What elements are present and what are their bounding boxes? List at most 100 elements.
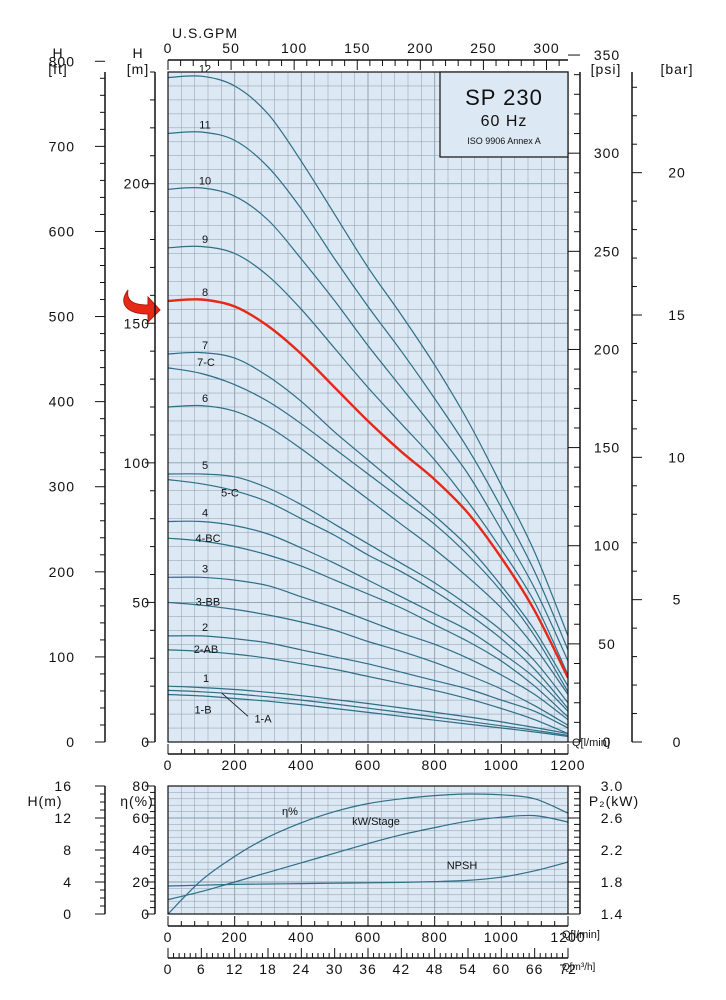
- psi-tick-label: 300: [594, 145, 620, 161]
- q-bottom-tick-label: 200: [221, 929, 247, 945]
- curve-5-C: [168, 479, 568, 709]
- gpm-tick-label: 300: [533, 40, 559, 56]
- psi-tick-label: 100: [594, 538, 620, 554]
- gpm-tick-label: 0: [164, 40, 173, 56]
- m3h-tick-label: 6: [197, 961, 206, 977]
- curve-8: [168, 298, 568, 679]
- curve-label-11: 11: [199, 119, 210, 131]
- m3h-tick-label: 18: [259, 961, 277, 977]
- curve-10: [168, 186, 568, 662]
- ft-tick-label: 100: [49, 649, 75, 665]
- highlight-arrow-icon: [123, 289, 161, 324]
- chart-title: SP 230: [465, 85, 543, 110]
- curve-label-1-A: 1-A: [254, 713, 272, 725]
- curve-label-npsh: NPSH: [447, 860, 478, 872]
- eta-tick-label: 60: [132, 810, 150, 826]
- x-m3h-label: Q[m³/h]: [562, 962, 596, 973]
- psi-tick-label: 0: [603, 734, 612, 750]
- curve-11: [168, 131, 568, 651]
- curve-label-2-AB: 2-AB: [194, 644, 218, 656]
- q-tick-label: 400: [288, 757, 314, 773]
- bottom-h-label: H(m): [27, 793, 62, 809]
- y-ft-label-h: H: [52, 45, 63, 61]
- curve-1-B: [168, 693, 568, 737]
- bottom-grid: [167, 785, 569, 915]
- leader-line: [221, 693, 249, 717]
- m3h-tick-label: 24: [293, 961, 311, 977]
- bottom-curves: [168, 793, 568, 914]
- ft-tick-label: 700: [49, 138, 75, 154]
- eta-tick-label: 20: [132, 874, 150, 890]
- m3h-tick-label: 66: [526, 961, 544, 977]
- q-tick-label: 600: [355, 757, 381, 773]
- curve-: [168, 793, 568, 914]
- curve-label-1-B: 1-B: [194, 705, 211, 717]
- m3h-tick-label: 36: [359, 961, 377, 977]
- curve-label-5-C: 5-C: [221, 488, 239, 500]
- title-box: SP 230 60 Hz ISO 9906 Annex A: [439, 71, 569, 158]
- q-tick-label: 1000: [484, 757, 519, 773]
- bottom-plot-frame: [167, 785, 569, 915]
- curve-7: [168, 351, 568, 687]
- bottom-kw-label: P₂(kW): [589, 793, 639, 809]
- x-label-main: Q[l/min]: [572, 737, 610, 749]
- curve-kwstage: [168, 814, 568, 901]
- axis-ticks: [95, 54, 642, 958]
- psi-tick-label: 250: [594, 243, 620, 259]
- bar-tick-label: 10: [668, 449, 686, 465]
- m3h-tick-label: 30: [326, 961, 344, 977]
- q-bottom-tick-label: 0: [164, 929, 173, 945]
- curve-label-8: 8: [202, 287, 208, 299]
- curve-label-7-C: 7-C: [197, 357, 215, 369]
- y-m-label-h: H: [132, 45, 143, 61]
- kw-tick-label: 2.6: [601, 810, 623, 826]
- m3h-tick-label: 0: [164, 961, 173, 977]
- curve-label-3-BB: 3-BB: [196, 596, 220, 608]
- npsh-tick-label: 16: [54, 778, 72, 794]
- eta-tick-label: 0: [141, 906, 150, 922]
- main-curves: [168, 75, 568, 737]
- psi-tick-label: 50: [598, 636, 616, 652]
- ft-tick-label: 0: [66, 734, 75, 750]
- eta-tick-label: 80: [132, 778, 150, 794]
- curve-2: [168, 635, 568, 729]
- bottom-curve-labels: η% kW/Stage NPSH: [282, 806, 477, 872]
- curve-2-AB: [168, 649, 568, 735]
- main-grid: [167, 71, 569, 743]
- curve-label-6: 6: [202, 393, 208, 405]
- m-tick-label: 50: [132, 594, 150, 610]
- chart-subtitle: 60 Hz: [481, 113, 528, 130]
- curve-label-12: 12: [199, 64, 211, 76]
- curve-label-1: 1: [203, 673, 209, 685]
- m-tick-label: 150: [124, 315, 150, 331]
- curve-label-10: 10: [199, 175, 211, 187]
- curve-1-A: [168, 689, 568, 736]
- eta-tick-label: 40: [132, 842, 150, 858]
- curve-label-kw: kW/Stage: [352, 816, 400, 828]
- curve-12: [168, 75, 568, 637]
- psi-tick-label: 200: [594, 341, 620, 357]
- npsh-tick-label: 4: [63, 874, 72, 890]
- q-tick-label: 200: [221, 757, 247, 773]
- ft-tick-label: 800: [49, 53, 75, 69]
- y-ft-label: [ft]: [48, 61, 68, 77]
- m3h-tick-label: 42: [393, 961, 411, 977]
- gpm-tick-label: 200: [407, 40, 433, 56]
- m-tick-label: 100: [124, 455, 150, 471]
- ft-tick-label: 600: [49, 223, 75, 239]
- axis-unit-labels: H [ft] H [m] U.S.GPM [psi] [bar] Q[l/min…: [27, 25, 692, 973]
- main-plot-frame: [167, 71, 569, 743]
- gpm-tick-label: 150: [344, 40, 370, 56]
- ft-tick-label: 500: [49, 309, 75, 325]
- curve-3: [168, 576, 568, 721]
- q-tick-label: 1200: [550, 757, 585, 773]
- m3h-tick-label: 12: [226, 961, 244, 977]
- gpm-tick-label: 250: [470, 40, 496, 56]
- curve-1: [168, 685, 568, 735]
- kw-tick-label: 2.2: [601, 842, 623, 858]
- curve-label-9: 9: [202, 234, 208, 246]
- m-tick-label: 0: [141, 734, 150, 750]
- gpm-tick-label: 100: [281, 40, 307, 56]
- m3h-tick-label: 60: [493, 961, 511, 977]
